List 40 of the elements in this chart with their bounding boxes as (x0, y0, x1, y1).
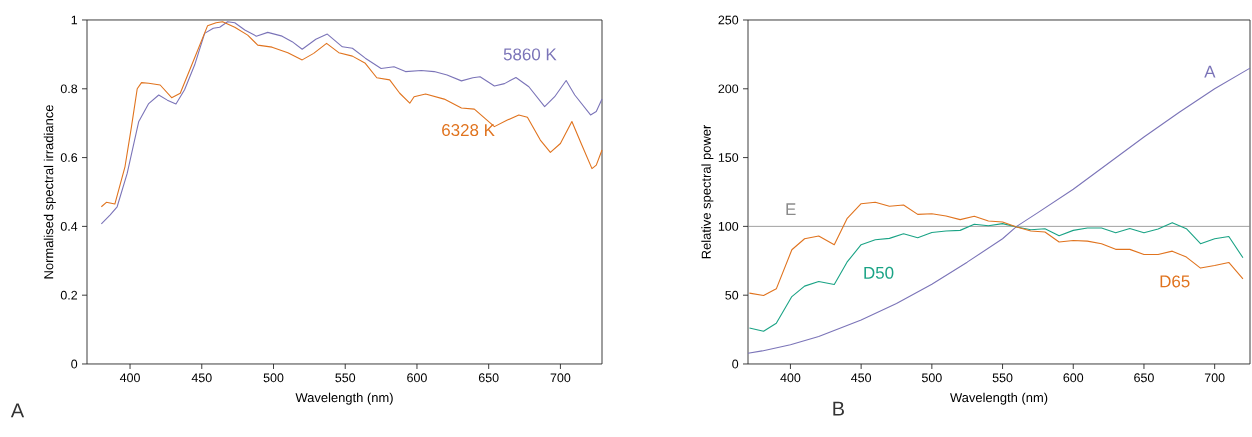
x-tick-label: 500 (921, 373, 942, 383)
x-tick-label: 600 (407, 373, 427, 383)
line-series (748, 222, 1244, 332)
x-tick-label: 500 (263, 373, 284, 383)
y-tick-label: 250 (718, 15, 739, 25)
x-tick-label: 700 (1204, 373, 1225, 383)
series-label: 6328 K (442, 124, 495, 137)
x-tick-label: 450 (191, 373, 212, 383)
x-tick-label: 600 (1063, 373, 1084, 383)
text: B (833, 401, 844, 416)
ref-line-label: E (786, 203, 796, 216)
x-tick-label: 400 (119, 373, 140, 383)
y-tick-label: 0.4 (60, 221, 78, 231)
x-tick-label: 550 (992, 373, 1013, 383)
x-axis-title: Wavelength (nm) (950, 392, 1048, 405)
line-series (748, 201, 1244, 297)
x-tick-label: 400 (780, 373, 801, 383)
series-label: 5860 K (503, 48, 557, 61)
x-tick-label: 700 (550, 373, 571, 383)
text: A (10, 403, 25, 418)
y-tick-label: 0 (71, 359, 78, 369)
x-tick-label: 650 (1134, 373, 1154, 383)
y-tick-label: 100 (718, 221, 739, 231)
y-tick-label: 200 (718, 84, 739, 94)
y-tick-label: 0.8 (60, 84, 78, 94)
x-tick-label: 450 (851, 373, 872, 383)
x-tick-label: 650 (478, 373, 499, 383)
x-tick-label: 550 (335, 373, 356, 383)
y-tick-label: 0 (732, 359, 739, 369)
y-axis-title: Normalised spectral irradiance (43, 105, 56, 279)
x-axis-title: Wavelength (nm) (295, 392, 393, 405)
y-tick-label: 0.2 (60, 290, 78, 300)
series-label: D50 (864, 266, 894, 279)
series-label: A (1204, 65, 1216, 78)
y-tick-label: 150 (718, 153, 739, 162)
y-tick-label: 1 (71, 15, 78, 25)
y-tick-label: 0.6 (60, 153, 78, 162)
series-label: D65 (1160, 275, 1190, 288)
y-axis-title: Relative spectral power (701, 124, 714, 259)
y-tick-label: 50 (725, 290, 739, 300)
